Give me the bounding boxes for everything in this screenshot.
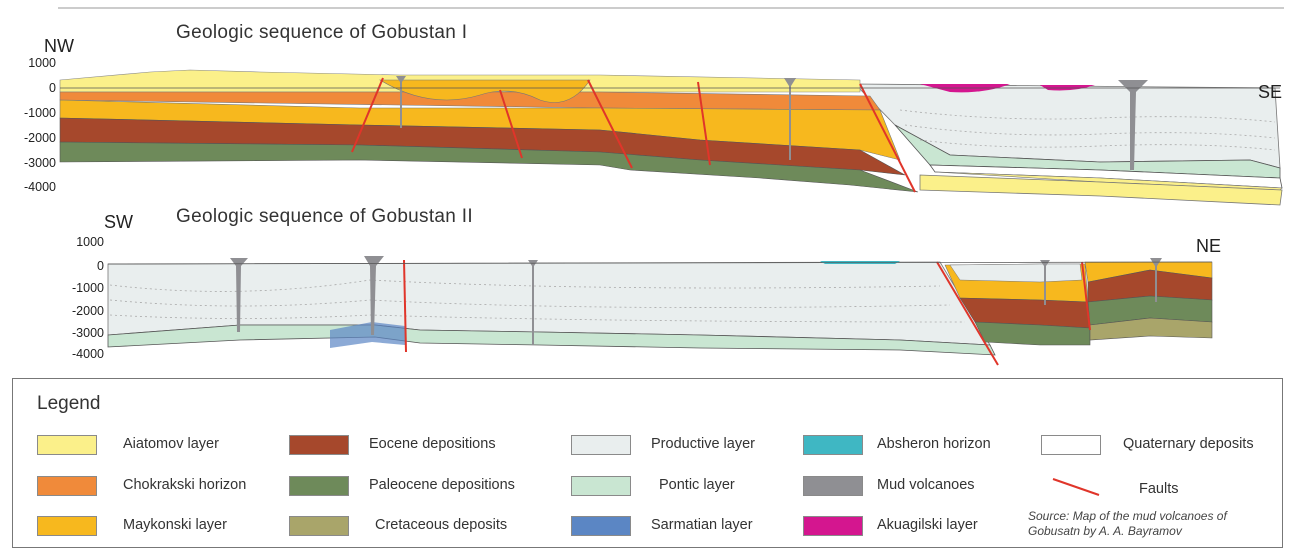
section-2-geology: [107, 256, 1213, 366]
section-1-geology: [58, 7, 1284, 206]
section-2-tick: -4000: [72, 347, 104, 361]
section-1-left-direction: NW: [44, 36, 74, 56]
section-1-tick: -2000: [24, 131, 56, 145]
legend-swatch: [289, 476, 349, 496]
legend-swatch: [37, 516, 97, 536]
section-2-left-direction: SW: [104, 212, 133, 232]
legend-swatch: [803, 516, 863, 536]
section-2-tick: -3000: [72, 326, 104, 340]
legend-swatch: [289, 516, 349, 536]
legend-label: Paleocene depositions: [369, 477, 515, 493]
legend-label: Quaternary deposits: [1123, 436, 1254, 452]
section-2-tick: -1000: [72, 281, 104, 295]
legend-label: Maykonski layer: [123, 517, 227, 533]
section-1-tick: 0: [49, 81, 56, 95]
legend-label: Pontic layer: [659, 477, 735, 493]
legend-swatch: [1041, 435, 1101, 455]
section-1-tick: 1000: [28, 56, 56, 70]
cross-sections: Geologic sequence of Gobustan I NW SE 10…: [24, 7, 1284, 366]
section-1-tick: -1000: [24, 106, 56, 120]
legend-label: Aiatomov layer: [123, 436, 219, 452]
legend-swatch: [571, 435, 631, 455]
fault-line-icon: [1052, 478, 1100, 496]
section-1-tick: -3000: [24, 156, 56, 170]
legend-label: Mud volcanoes: [877, 477, 975, 493]
legend-label: Akuagilski layer: [877, 517, 978, 533]
legend: Legend Aiatomov layer Chokrakski horizon…: [12, 378, 1283, 548]
section-1-right-direction: SE: [1258, 82, 1283, 102]
legend-label: Eocene depositions: [369, 436, 496, 452]
section-2-title: Geologic sequence of Gobustan II: [176, 206, 473, 227]
legend-swatch: [803, 435, 863, 455]
section-1-tick: -4000: [24, 180, 56, 194]
cross-section-drawing: [58, 7, 1284, 366]
legend-swatch: [37, 435, 97, 455]
legend-label: Faults: [1139, 481, 1179, 497]
section-2-tick: 0: [97, 259, 104, 273]
legend-label: Cretaceous deposits: [375, 517, 508, 533]
section-1-title: Geologic sequence of Gobustan I: [176, 22, 468, 43]
legend-label: Chokrakski horizon: [123, 477, 247, 493]
legend-label: Sarmatian layer: [651, 517, 753, 533]
legend-swatch: [571, 476, 631, 496]
section-2-tick: 1000: [76, 235, 104, 249]
legend-swatch: [37, 476, 97, 496]
source-note: Source: Map of the mud volcanoes of Gobu…: [1028, 509, 1227, 538]
section-2-tick: -2000: [72, 304, 104, 318]
legend-swatch: [803, 476, 863, 496]
legend-label: Productive layer: [651, 436, 755, 452]
legend-swatch: [289, 435, 349, 455]
legend-label: Absheron horizon: [877, 436, 991, 452]
legend-swatch: [571, 516, 631, 536]
legend-title: Legend: [37, 393, 101, 414]
section-2-right-direction: NE: [1196, 236, 1222, 256]
